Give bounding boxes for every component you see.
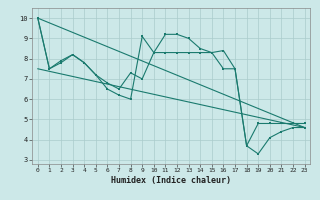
X-axis label: Humidex (Indice chaleur): Humidex (Indice chaleur) — [111, 176, 231, 185]
